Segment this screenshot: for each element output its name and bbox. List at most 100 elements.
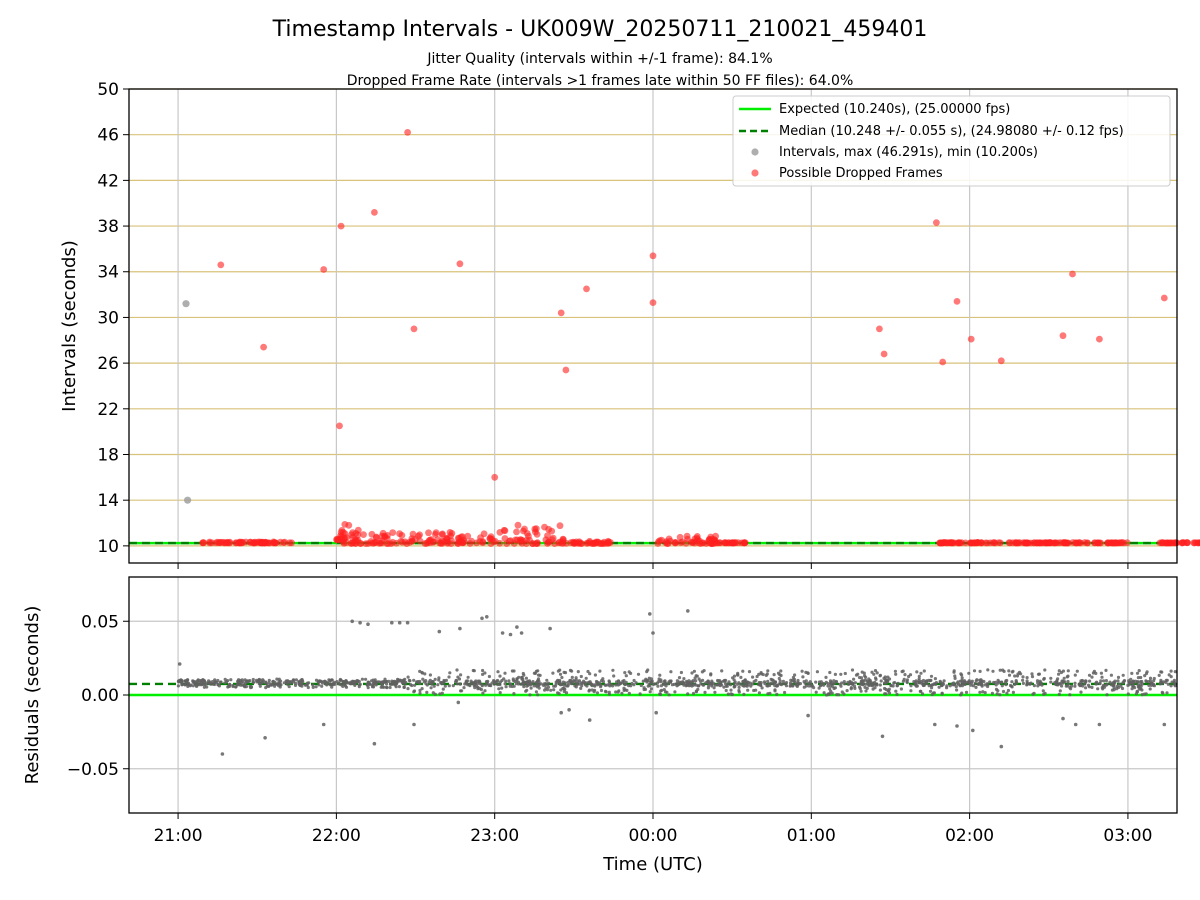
dropped-frame-point — [516, 538, 524, 546]
residual-point — [537, 686, 541, 690]
residual-point — [183, 683, 187, 687]
dropped-frame-point — [1196, 539, 1200, 547]
residual-point — [500, 686, 504, 690]
residual-point — [350, 619, 355, 624]
residual-point — [1021, 678, 1025, 682]
residual-point — [504, 679, 508, 683]
dropped-frame-point — [398, 532, 406, 539]
residual-point — [1135, 671, 1140, 675]
residual-point — [294, 678, 298, 682]
residual-point — [180, 683, 184, 687]
dropped-frame-point — [496, 539, 504, 547]
residual-point — [476, 685, 480, 690]
residual-point — [992, 680, 996, 685]
residual-point — [1105, 693, 1109, 697]
residual-point — [1138, 680, 1143, 684]
residual-point — [771, 679, 776, 683]
residual-point — [590, 682, 594, 687]
residual-point — [933, 722, 937, 727]
residual-point — [757, 680, 762, 685]
dropped-frame-point — [967, 335, 975, 343]
residual-point — [227, 684, 231, 688]
residual-point — [231, 684, 235, 689]
residual-point — [735, 682, 740, 686]
residual-point — [473, 682, 477, 687]
dropped-frame-point — [458, 539, 466, 546]
dropped-frame-point — [378, 532, 386, 540]
residual-point — [937, 685, 941, 689]
residual-point — [1131, 684, 1135, 688]
residual-point — [388, 685, 392, 690]
dropped-frame-point — [416, 531, 423, 539]
residual-point — [379, 685, 383, 689]
residual-point — [853, 681, 858, 685]
residual-point — [878, 673, 883, 677]
residual-point — [241, 683, 245, 687]
residual-point — [402, 679, 406, 683]
residual-point — [614, 690, 618, 694]
residual-point — [584, 676, 588, 680]
residual-point — [1138, 682, 1143, 687]
dropped-frame-point — [933, 219, 940, 227]
residual-point — [627, 691, 631, 696]
residual-point — [1057, 672, 1061, 676]
dropped-frame-point — [371, 209, 378, 216]
residual-point — [696, 687, 700, 692]
dropped-frame-point — [649, 299, 657, 306]
residual-point — [611, 668, 615, 672]
residual-point — [983, 683, 987, 687]
residual-point — [1161, 691, 1165, 695]
residual-point — [996, 689, 1000, 693]
residual-point — [455, 668, 459, 672]
residual-point — [390, 620, 394, 625]
residual-point — [721, 679, 725, 683]
residual-point — [1165, 691, 1169, 695]
residual-point — [293, 681, 298, 685]
residual-point — [887, 691, 892, 695]
residual-point — [317, 683, 321, 687]
residual-point — [978, 690, 982, 694]
dropped-frame-point — [983, 539, 991, 547]
residual-point — [508, 632, 513, 637]
dropped-frame-point — [940, 539, 947, 546]
dropped-frame-point — [663, 540, 671, 547]
residual-point — [907, 674, 911, 679]
residuals-y-axis-label: Residuals (seconds) — [22, 606, 43, 785]
residual-point — [679, 670, 684, 675]
residual-point — [804, 679, 808, 683]
residual-point — [981, 690, 985, 694]
dropped-frame-point — [1046, 539, 1054, 547]
residual-point — [891, 684, 895, 688]
residual-point — [1102, 679, 1106, 683]
residual-point — [1164, 678, 1168, 683]
residual-point — [893, 669, 898, 673]
residual-point — [914, 679, 918, 683]
dropped-frame-point — [876, 325, 883, 333]
residual-point — [675, 684, 679, 688]
residual-point — [915, 670, 919, 674]
residual-point — [382, 680, 386, 685]
residual-point — [955, 688, 959, 692]
dropped-frame-point — [683, 532, 691, 540]
residual-point — [1005, 691, 1009, 695]
chart-subtitle-dropped: Dropped Frame Rate (intervals >1 frames … — [347, 73, 854, 89]
residual-point — [1014, 679, 1018, 683]
dropped-frame-point — [997, 539, 1004, 547]
residual-point — [742, 679, 746, 683]
residual-point — [623, 671, 627, 675]
dropped-frame-point — [594, 538, 602, 546]
residual-point — [800, 669, 804, 673]
dropped-frame-point — [1069, 270, 1076, 278]
residual-point — [833, 686, 838, 690]
residual-point — [1147, 683, 1151, 688]
residual-point — [430, 680, 435, 684]
residuals-panel: −0.05 0.00 0.05 21:00 22:00 23:00 00:00 01:00 0… — [22, 576, 1178, 875]
residual-point — [529, 686, 533, 690]
residual-point — [1127, 681, 1131, 685]
residual-point — [1096, 687, 1100, 691]
residual-point — [594, 679, 599, 684]
residual-point — [263, 736, 267, 740]
residual-point — [1030, 675, 1035, 679]
dropped-frame-point — [426, 536, 434, 544]
residual-point — [1000, 684, 1004, 688]
